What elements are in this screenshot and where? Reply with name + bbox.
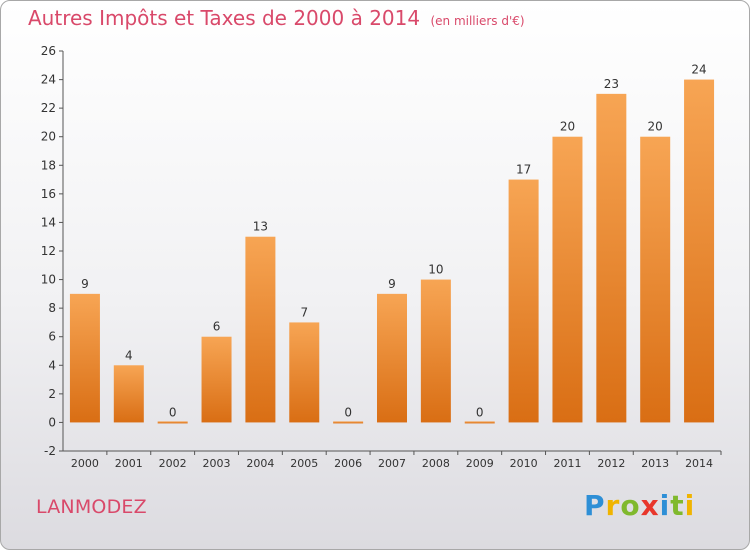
- x-tick-label: 2002: [159, 457, 187, 470]
- x-tick-label: 2008: [422, 457, 450, 470]
- bar-value-label: 7: [300, 305, 308, 319]
- y-tick-label: 10: [41, 273, 56, 287]
- x-tick-label: 2013: [641, 457, 669, 470]
- bar: [157, 421, 188, 424]
- y-tick-label: 4: [48, 358, 56, 372]
- bar: [508, 179, 539, 423]
- bar-value-label: 13: [253, 220, 268, 234]
- bar-value-label: 9: [388, 277, 396, 291]
- x-tick-label: 2010: [510, 457, 538, 470]
- y-tick-label: -2: [44, 444, 56, 458]
- y-tick-label: 16: [41, 187, 56, 201]
- x-tick-label: 2006: [334, 457, 362, 470]
- y-tick-label: 26: [41, 44, 56, 58]
- bar: [201, 336, 232, 423]
- x-tick-label: 2009: [466, 457, 494, 470]
- bar: [377, 293, 407, 423]
- x-tick-label: 2000: [71, 457, 99, 470]
- bar: [420, 279, 451, 423]
- bar-value-label: 24: [691, 63, 706, 77]
- bar-value-label: 17: [516, 163, 531, 177]
- bar-value-label: 10: [428, 263, 443, 277]
- bar: [684, 79, 715, 423]
- x-tick-label: 2005: [290, 457, 318, 470]
- bar: [289, 322, 320, 423]
- y-tick-label: 24: [41, 73, 56, 87]
- bar-value-label: 4: [125, 348, 133, 362]
- chart-title-text: Autres Impôts et Taxes de 2000 à 2014: [28, 6, 421, 30]
- y-tick-label: 14: [41, 215, 56, 229]
- chart-unit-note: (en milliers d'€): [430, 14, 525, 28]
- x-tick-label: 2007: [378, 457, 406, 470]
- bar: [596, 93, 627, 423]
- x-tick-label: 2011: [553, 457, 581, 470]
- bar-value-label: 0: [476, 405, 484, 419]
- y-tick-label: 12: [41, 244, 56, 258]
- commune-name: LANMODEZ: [36, 496, 147, 518]
- bar: [113, 365, 144, 423]
- x-tick-label: 2001: [115, 457, 143, 470]
- x-tick-label: 2003: [203, 457, 231, 470]
- bar: [640, 136, 671, 423]
- y-tick-label: 6: [48, 330, 56, 344]
- proxiti-logo: Proxiti: [584, 489, 696, 522]
- bar-value-label: 23: [604, 77, 619, 91]
- x-tick-label: 2012: [597, 457, 625, 470]
- x-tick-label: 2014: [685, 457, 713, 470]
- bar: [69, 293, 100, 423]
- bar-value-label: 6: [213, 320, 221, 334]
- chart-title: Autres Impôts et Taxes de 2000 à 2014 (e…: [28, 6, 525, 30]
- bar-value-label: 0: [169, 405, 177, 419]
- bar-value-label: 9: [81, 277, 89, 291]
- bar-value-label: 20: [648, 120, 663, 134]
- y-tick-label: 20: [41, 130, 56, 144]
- y-tick-label: 2: [48, 387, 56, 401]
- y-tick-label: 0: [48, 415, 56, 429]
- bar: [333, 421, 364, 424]
- bar-value-label: 20: [560, 120, 575, 134]
- y-tick-label: 18: [41, 158, 56, 172]
- bar: [245, 236, 276, 423]
- bar-value-label: 0: [344, 405, 352, 419]
- y-tick-label: 22: [41, 101, 56, 115]
- y-tick-label: 8: [48, 301, 56, 315]
- x-tick-label: 2004: [246, 457, 274, 470]
- bar: [552, 136, 583, 423]
- bar: [464, 421, 495, 424]
